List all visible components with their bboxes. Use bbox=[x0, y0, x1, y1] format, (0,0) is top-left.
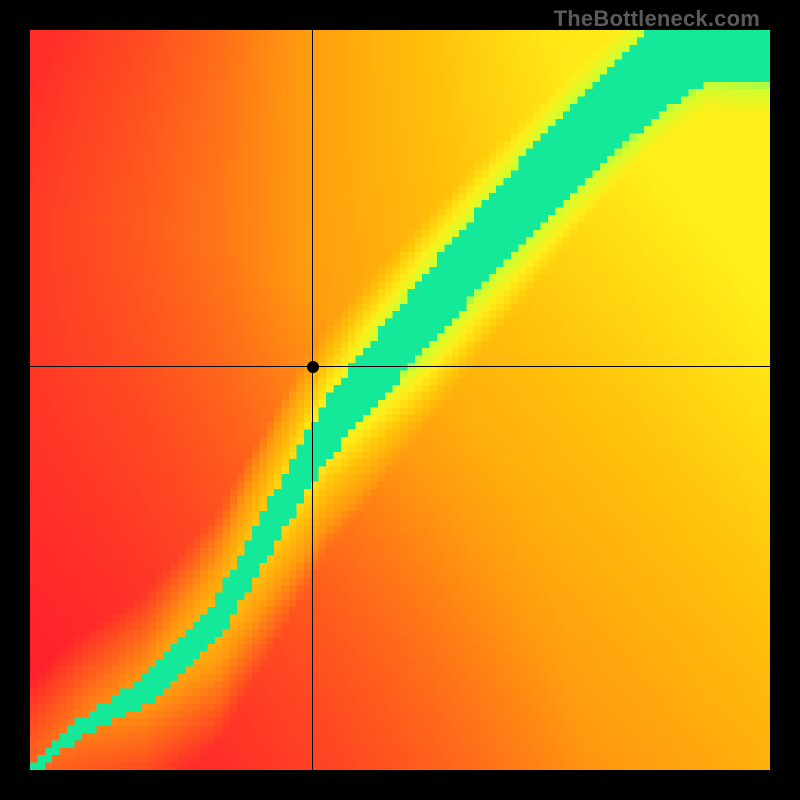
heatmap-canvas bbox=[30, 30, 770, 770]
crosshair-marker bbox=[307, 361, 319, 373]
chart-container: { "watermark": { "text": "TheBottleneck.… bbox=[0, 0, 800, 800]
crosshair-horizontal bbox=[30, 366, 770, 367]
watermark-text: TheBottleneck.com bbox=[554, 6, 760, 32]
crosshair-vertical bbox=[312, 30, 313, 770]
